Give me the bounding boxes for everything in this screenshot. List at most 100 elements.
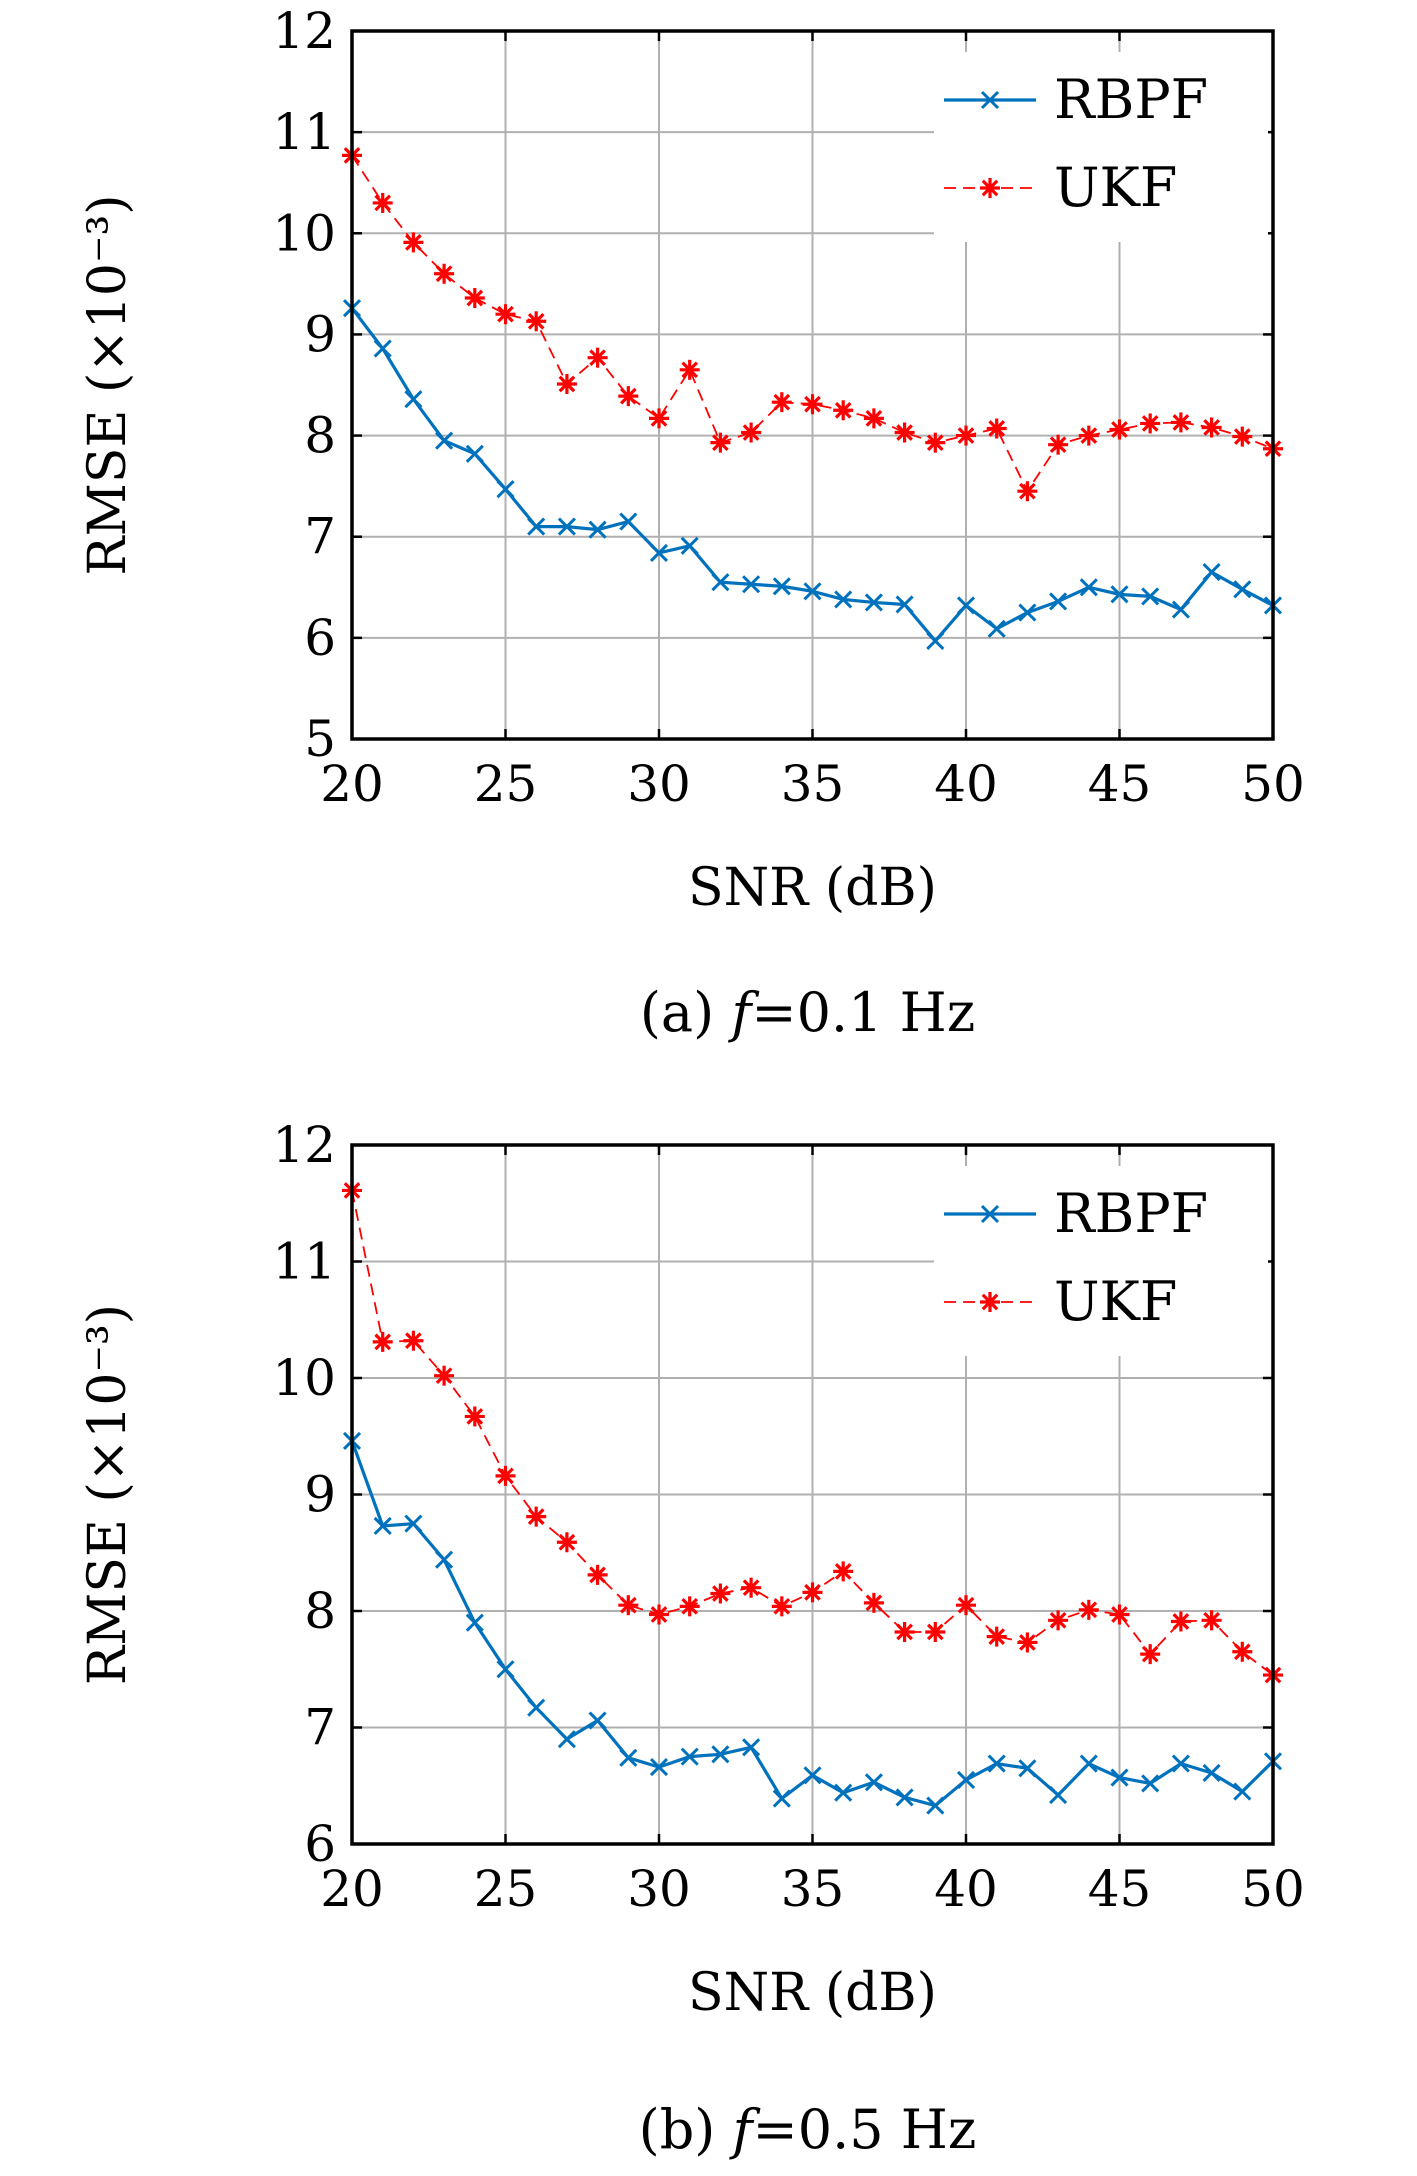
x-tick-label: 25: [474, 755, 538, 813]
data-point-rbpf: [1079, 578, 1098, 597]
data-point-ukf: [495, 1465, 516, 1486]
x-tick-label: 20: [320, 755, 384, 813]
data-point-rbpf: [1202, 563, 1221, 582]
data-point-rbpf: [1110, 585, 1129, 604]
data-point-ukf: [1140, 1644, 1161, 1665]
data-point-ukf: [526, 311, 547, 332]
data-point-ukf: [403, 1330, 424, 1351]
rmse-chart-b: 20 25 30 35 40 45 50 6 7 8 9 10 11 12 RBPF UKF SNR (dB) R…: [78, 1116, 1305, 2161]
data-point-rbpf: [1018, 603, 1037, 622]
data-point-ukf: [1232, 1641, 1253, 1662]
data-point-ukf: [556, 1532, 577, 1553]
data-point-ukf: [710, 1583, 731, 1604]
data-point-ukf: [649, 1604, 669, 1625]
data-point-ukf: [1017, 481, 1038, 502]
data-point-rbpf: [1141, 587, 1160, 606]
legend-box: [934, 52, 1268, 242]
legend-item-ukf: UKF: [944, 1270, 1177, 1333]
rmse-chart-a: 20 25 30 35 40 45 50 5 6 7 8 9 10 11 12 RBPF UKF SNR (dB)…: [78, 2, 1305, 1044]
figure-caption: (b) f=0.5 Hz: [639, 2098, 977, 2161]
data-point-ukf: [1201, 417, 1222, 438]
data-point-rbpf: [1233, 1782, 1252, 1801]
x-tick-label: 30: [627, 1860, 691, 1918]
x-tick-label: 25: [474, 1860, 538, 1918]
data-point-ukf: [526, 1506, 547, 1527]
data-point-rbpf: [1079, 1754, 1098, 1773]
data-point-ukf: [403, 232, 424, 253]
data-point-ukf: [587, 1564, 608, 1585]
data-point-ukf: [771, 1596, 792, 1617]
y-tick-label: 11: [272, 103, 336, 161]
legend-marker-x: [980, 1204, 1000, 1224]
chart-panel-b: 20 25 30 35 40 45 50 6 7 8 9 10 11 12 RBPF UKF SNR (dB) R…: [0, 1088, 1417, 2176]
data-point-ukf: [710, 432, 731, 453]
data-point-ukf: [894, 422, 915, 443]
data-point-ukf: [741, 1577, 762, 1598]
x-tick-label: 40: [934, 755, 998, 813]
legend: RBPF UKF: [934, 1166, 1268, 1356]
y-tick-label: 7: [304, 1699, 336, 1757]
y-tick-label: 10: [272, 1349, 336, 1407]
data-point-rbpf: [956, 596, 976, 615]
x-tick-label: 30: [627, 755, 691, 813]
legend-label: UKF: [1054, 1270, 1177, 1333]
data-point-rbpf: [864, 593, 883, 612]
data-point-ukf: [556, 373, 577, 394]
data-point-rbpf: [895, 595, 914, 614]
legend-label: RBPF: [1054, 68, 1208, 131]
data-point-ukf: [618, 386, 639, 407]
axis-ticks: 20 25 30 35 40 45 50 5 6 7 8 9 10 11 12: [272, 2, 1304, 813]
legend-marker-asterisk: [980, 1292, 1000, 1312]
y-axis-title: RMSE (×10⁻³): [78, 194, 138, 575]
data-point-ukf: [1232, 426, 1253, 447]
data-point-rbpf: [987, 1754, 1006, 1773]
data-point-rbpf: [926, 1796, 945, 1815]
data-point-ukf: [464, 288, 485, 309]
legend-box: [934, 1166, 1268, 1356]
data-point-ukf: [1140, 413, 1161, 434]
data-point-ukf: [1109, 1604, 1130, 1625]
y-tick-label: 5: [304, 710, 336, 768]
data-point-rbpf: [1233, 580, 1252, 599]
data-point-rbpf: [742, 575, 761, 594]
legend-marker-x: [980, 90, 1000, 110]
data-point-rbpf: [435, 1550, 454, 1569]
data-point-rbpf: [803, 1766, 822, 1785]
data-point-rbpf: [496, 1660, 515, 1679]
data-point-ukf: [679, 359, 700, 380]
y-tick-label: 9: [304, 305, 336, 363]
data-point-rbpf: [834, 590, 853, 609]
data-point-rbpf: [772, 1789, 791, 1808]
data-point-rbpf: [649, 1758, 669, 1777]
data-point-ukf: [1170, 1611, 1191, 1632]
data-point-ukf: [833, 1561, 854, 1582]
data-point-ukf: [1048, 1610, 1069, 1631]
data-point-ukf: [1017, 1632, 1038, 1653]
data-point-rbpf: [404, 390, 423, 409]
data-point-rbpf: [588, 1711, 607, 1730]
data-point-rbpf: [1202, 1763, 1221, 1782]
data-point-rbpf: [435, 431, 454, 450]
data-point-ukf: [986, 418, 1007, 439]
data-point-rbpf: [557, 517, 576, 536]
data-point-rbpf: [588, 520, 607, 539]
data-point-rbpf: [803, 582, 822, 601]
data-point-rbpf: [711, 1745, 730, 1764]
series-ukf: [342, 145, 1283, 502]
data-point-ukf: [925, 432, 946, 453]
data-point-ukf: [863, 1592, 884, 1613]
data-point-ukf: [434, 1365, 455, 1386]
y-axis-title: RMSE (×10⁻³): [78, 1304, 138, 1685]
caption-value: =0.1 Hz: [751, 981, 975, 1044]
data-point-rbpf: [1141, 1774, 1160, 1793]
y-tick-label: 9: [304, 1466, 336, 1524]
data-point-rbpf: [373, 1516, 392, 1536]
data-point-rbpf: [496, 480, 515, 499]
y-tick-label: 10: [272, 204, 336, 262]
data-point-ukf: [802, 1582, 823, 1603]
data-point-ukf: [741, 422, 762, 443]
data-point-rbpf: [465, 444, 484, 463]
data-point-ukf: [1078, 1599, 1099, 1620]
data-point-ukf: [587, 347, 608, 368]
data-point-ukf: [833, 400, 854, 421]
